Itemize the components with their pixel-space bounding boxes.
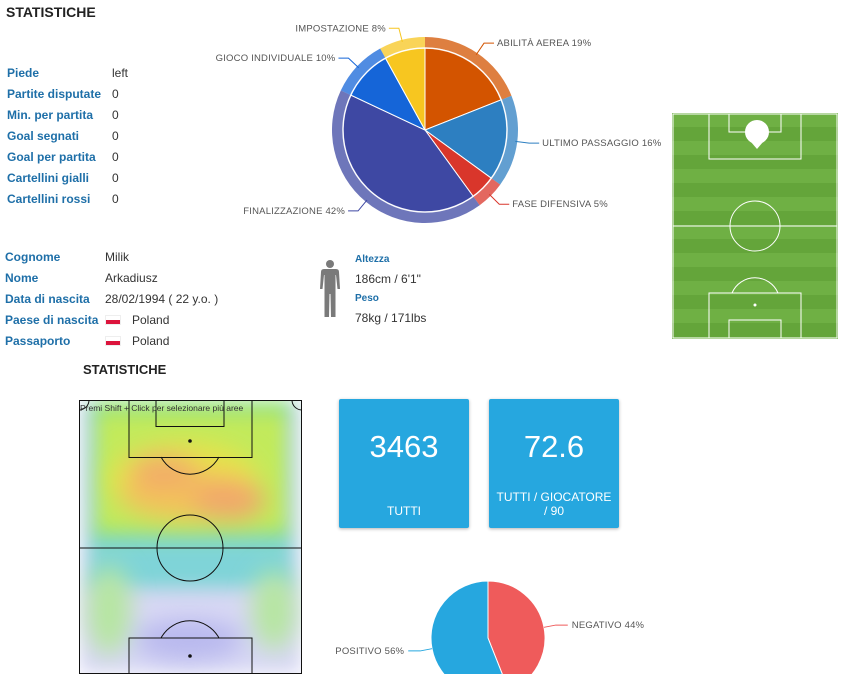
stat-value: left: [112, 66, 129, 80]
country-name: Poland: [132, 334, 170, 348]
per90-card: 72.6 TUTTI / GIOCATORE/ 90: [489, 399, 619, 528]
profile-label: Paese di nascita: [5, 313, 99, 327]
profile-value: Arkadiusz: [105, 271, 158, 285]
body-silhouette-icon: [320, 260, 340, 317]
skills-label-leader: [515, 140, 540, 144]
stat-label: Partite disputate: [7, 87, 102, 101]
profile-label: Nome: [5, 271, 39, 285]
stat-value: 0: [112, 108, 119, 122]
country-name: Poland: [132, 313, 170, 327]
profile-row: Data di nascita 28/02/1994 ( 22 y.o. ): [5, 289, 325, 310]
card-value: 72.6: [523, 429, 585, 464]
skills-slice-label: IMPOSTAZIONE 8%: [295, 23, 386, 34]
skills-slice-ring: [380, 37, 425, 59]
profile-label: Cognome: [5, 250, 61, 264]
stat-row: Goal segnati 0: [7, 126, 187, 147]
skills-inner-rim: [342, 47, 508, 213]
skills-label-leader: [348, 199, 368, 212]
stat-row: Cartellini rossi 0: [7, 189, 187, 210]
stat-row: Partite disputate 0: [7, 84, 187, 105]
stat-value: 0: [112, 129, 119, 143]
card-value: 3463: [369, 429, 439, 464]
stat-value: 0: [112, 171, 119, 185]
profile-row: Nome Arkadiusz: [5, 268, 325, 289]
poland-flag-icon: [105, 335, 121, 346]
height-label: Altezza: [355, 254, 390, 265]
outcome-pie-chart[interactable]: NEGATIVO 44% POSITIVO 56%: [330, 570, 660, 674]
profile-row: Cognome Milik: [5, 247, 325, 268]
total-actions-card: 3463 TUTTI: [339, 399, 469, 528]
stat-row: Min. per partita 0: [7, 105, 187, 126]
height-value: 186cm / 6'1": [355, 272, 421, 286]
skills-slice-ring: [340, 48, 386, 96]
outcome-label-leader: [543, 624, 568, 628]
skills-label-leader: [475, 42, 495, 56]
stat-label: Goal per partita: [7, 150, 96, 164]
skills-slice-ring: [473, 178, 501, 206]
skills-slice-ring: [491, 95, 518, 185]
position-pitch: [672, 113, 838, 339]
stats-heading: STATISTICHE: [6, 4, 96, 20]
profile-label: Data di nascita: [5, 292, 90, 306]
profile-value: Poland: [105, 310, 169, 331]
stat-row: Piede left: [7, 63, 187, 84]
skills-label-leader: [338, 57, 360, 69]
heatmap-pitch[interactable]: Premi Shift + Click per selezionare più …: [79, 400, 302, 674]
stat-label: Cartellini gialli: [7, 171, 90, 185]
stat-label: Piede: [7, 66, 40, 80]
profile-row: Paese di nascita Poland: [5, 310, 325, 331]
skills-slice-ring: [425, 37, 512, 100]
outcome-slice[interactable]: [487, 580, 546, 674]
stat-value: 0: [112, 150, 119, 164]
outcome-slice-label: POSITIVO 56%: [335, 646, 404, 657]
stat-label: Min. per partita: [7, 108, 94, 122]
profile-label: Passaporto: [5, 334, 71, 348]
stat-value: 0: [112, 87, 119, 101]
stat-value: 0: [112, 192, 119, 206]
stats-table: Piede left Partite disputate 0 Min. per …: [7, 63, 187, 210]
skills-slice-label: ABILITÀ AEREA 19%: [497, 38, 592, 49]
stat-row: Goal per partita 0: [7, 147, 187, 168]
skills-slice-label: FINALIZZAZIONE 42%: [243, 206, 345, 217]
skills-label-leader: [488, 193, 510, 205]
outcome-label-leader: [408, 648, 433, 652]
stat-label: Cartellini rossi: [7, 192, 91, 206]
profile-value: Poland: [105, 331, 169, 352]
skills-slice-label: ULTIMO PASSAGGIO 16%: [542, 138, 662, 149]
profile-value: 28/02/1994 ( 22 y.o. ): [105, 292, 219, 306]
skills-pie-chart[interactable]: ABILITÀ AEREA 19% ULTIMO PASSAGGIO 16% FAS…: [200, 15, 680, 240]
weight-label: Peso: [355, 293, 379, 304]
card-caption: TUTTI: [387, 504, 421, 518]
stat-row: Cartellini gialli 0: [7, 168, 187, 189]
profile-row: Passaporto Poland: [5, 331, 325, 352]
skills-slice-label: GIOCO INDIVIDUALE 10%: [216, 53, 336, 64]
stat-label: Goal segnati: [7, 129, 80, 143]
profile-table: Cognome Milik Nome Arkadiusz Data di nas…: [5, 247, 325, 352]
skills-slice-label: FASE DIFENSIVA 5%: [512, 199, 608, 210]
weight-value: 78kg / 171lbs: [355, 311, 427, 325]
stats-subheading: STATISTICHE: [83, 362, 167, 377]
player-position-marker: [745, 120, 769, 149]
heatmap-hint: Premi Shift + Click per selezionare più …: [80, 403, 243, 413]
card-caption: TUTTI / GIOCATORE/ 90: [496, 490, 612, 518]
poland-flag-icon: [105, 314, 121, 325]
skills-label-leader: [388, 27, 403, 42]
outcome-slice-label: NEGATIVO 44%: [572, 620, 645, 631]
profile-value: Milik: [105, 250, 129, 264]
